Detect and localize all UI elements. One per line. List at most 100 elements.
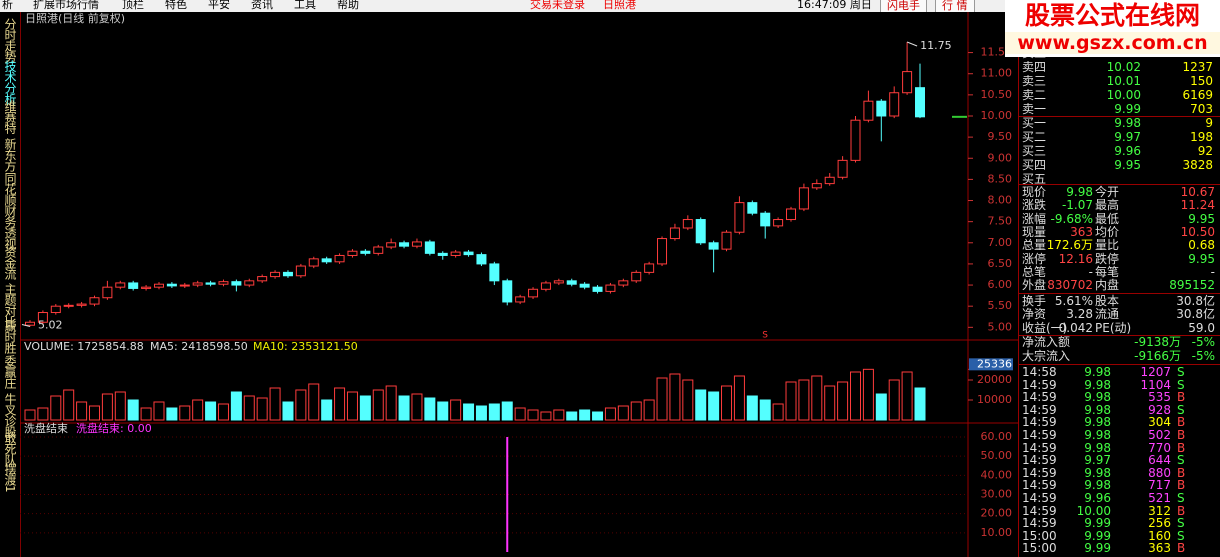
menu-item[interactable]: 特色 bbox=[165, 0, 187, 11]
book-label: 买二 bbox=[1022, 130, 1047, 144]
menu-item[interactable]: 工具 bbox=[294, 0, 316, 11]
book-price: 9.96 bbox=[1114, 144, 1141, 158]
y-tick-label: 5.50 bbox=[988, 299, 1013, 312]
volume-bar bbox=[850, 371, 862, 421]
stat-label: 总量 bbox=[1022, 238, 1047, 253]
toolbar-button[interactable]: 行 情 bbox=[935, 0, 975, 12]
stat-label: 净资 bbox=[1022, 307, 1047, 322]
stat-value: - bbox=[1210, 264, 1215, 279]
menu-item[interactable]: 帮助 bbox=[337, 0, 359, 11]
low-pointer bbox=[21, 323, 31, 327]
candle-body bbox=[708, 242, 719, 250]
book-label: 卖二 bbox=[1022, 88, 1047, 102]
candle-body bbox=[102, 286, 113, 299]
book-label: 卖三 bbox=[1022, 74, 1047, 88]
volume-bar bbox=[514, 407, 526, 421]
volume-bar bbox=[269, 387, 281, 421]
menu-item[interactable]: 资讯 bbox=[251, 0, 273, 11]
sidebar-tab[interactable]: 新东方 bbox=[3, 138, 17, 171]
volume-bar bbox=[76, 401, 88, 421]
volume-bar bbox=[179, 405, 191, 421]
trade-volume: 160 bbox=[1148, 528, 1171, 543]
sidebar-tab[interactable]: 赢时胜 bbox=[3, 320, 17, 353]
candle-body bbox=[424, 241, 435, 254]
stat-value: 10.67 bbox=[1180, 185, 1215, 199]
stat-value: 5.61% bbox=[1054, 294, 1093, 308]
trade-side: B bbox=[1177, 428, 1186, 442]
stat-value: 30.8亿 bbox=[1176, 307, 1215, 322]
volume-bar bbox=[772, 403, 784, 421]
stat-label: 量比 bbox=[1095, 238, 1120, 253]
stat-label: 现价 bbox=[1022, 185, 1047, 199]
separator bbox=[1019, 335, 1220, 336]
candle-body bbox=[876, 100, 887, 117]
menu-item[interactable]: 顶栏 bbox=[122, 0, 144, 11]
stat-value: 9.98 bbox=[1066, 185, 1093, 199]
sidebar-tab[interactable]: 摆渡1 bbox=[3, 463, 17, 492]
trade-side: S bbox=[1177, 402, 1185, 417]
volume-bar bbox=[88, 405, 100, 421]
volume-bar bbox=[592, 411, 604, 421]
y-tick-label: 7.50 bbox=[988, 215, 1013, 228]
volume-bar bbox=[282, 401, 294, 421]
menu-item[interactable]: 析 bbox=[2, 0, 13, 11]
candle-body bbox=[360, 250, 371, 254]
sidebar-tab[interactable]: 委赢庄 bbox=[3, 355, 17, 388]
sidebar-tab[interactable]: 同花顺 bbox=[3, 172, 17, 205]
sidebar-tab[interactable]: 维赛特 bbox=[3, 100, 17, 133]
stat-value: 895152 bbox=[1169, 278, 1215, 293]
candle-body bbox=[695, 219, 706, 244]
candle-body bbox=[463, 251, 474, 256]
toolbar-button[interactable]: 闪电手 bbox=[880, 0, 927, 12]
stock-name: 日照港 bbox=[603, 0, 636, 11]
sidebar-tab[interactable]: 主题对比 bbox=[3, 283, 17, 327]
trade-side: B bbox=[1177, 390, 1186, 405]
y-tick-label: 10.00 bbox=[981, 109, 1013, 122]
watermark: 股票公式在线网 www.gszx.com.cn bbox=[1005, 0, 1220, 57]
candle-body bbox=[63, 304, 74, 307]
book-label: 卖一 bbox=[1022, 102, 1047, 116]
stat-label: 总笔 bbox=[1022, 264, 1047, 279]
watermark-title: 股票公式在线网 bbox=[1024, 1, 1200, 30]
stat-value: 0.68 bbox=[1188, 238, 1215, 253]
sidebar-tab[interactable]: 财务透视 bbox=[3, 205, 17, 249]
trade-price: 9.98 bbox=[1084, 402, 1111, 417]
candle-body bbox=[747, 202, 758, 214]
menu-item[interactable]: 平安 bbox=[208, 0, 230, 11]
flow-value: -9166万 bbox=[1134, 349, 1181, 363]
sidebar-tab[interactable]: 分时走势 bbox=[3, 18, 17, 62]
chart-area: 日照港(日线 前复权) 5.00 5.50 6.00 6.50 7.00 7.50 8.00… bbox=[20, 11, 1018, 557]
volume-bar bbox=[656, 377, 668, 421]
volume-bar bbox=[553, 409, 565, 421]
trade-time: 14:59 bbox=[1022, 402, 1057, 417]
y-tick-label: 40.00 bbox=[981, 468, 1013, 481]
candle-body bbox=[128, 282, 139, 289]
volume-bar bbox=[372, 389, 384, 421]
y-tick-label: 10.00 bbox=[981, 526, 1013, 539]
book-label: 买四 bbox=[1022, 158, 1047, 172]
volume-bar bbox=[153, 401, 165, 421]
sidebar-tab[interactable]: 资金流 bbox=[3, 246, 17, 279]
y-tick-label: 10.50 bbox=[981, 88, 1013, 101]
volume-bar bbox=[24, 409, 36, 421]
sidebar-tab[interactable]: 敢死队 bbox=[3, 432, 17, 465]
trade-time: 14:59 bbox=[1022, 491, 1057, 505]
sidebar-tab[interactable]: 牛叉诊股 bbox=[3, 393, 17, 437]
trade-volume: 770 bbox=[1148, 440, 1171, 455]
candle-body bbox=[218, 281, 229, 285]
volume-bar bbox=[785, 381, 797, 421]
candle-body bbox=[657, 238, 668, 265]
volume-bar bbox=[579, 409, 591, 421]
sidebar-tab[interactable]: 技术分析 bbox=[3, 60, 17, 104]
low-label: 5.02 bbox=[38, 318, 63, 331]
candle-body bbox=[437, 252, 448, 256]
stat-value: 59.0 bbox=[1188, 320, 1215, 335]
menu-item[interactable]: 扩展市场行情 bbox=[33, 0, 99, 11]
volume-legend: VOLUME: 1725854.88 bbox=[24, 340, 144, 353]
candle-body bbox=[295, 265, 306, 277]
y-tick-label: 60.00 bbox=[981, 430, 1013, 443]
book-volume: 3828 bbox=[1182, 158, 1213, 172]
candle-body bbox=[760, 212, 771, 227]
trade-side: B bbox=[1177, 503, 1186, 518]
trade-volume: 363 bbox=[1148, 541, 1171, 556]
